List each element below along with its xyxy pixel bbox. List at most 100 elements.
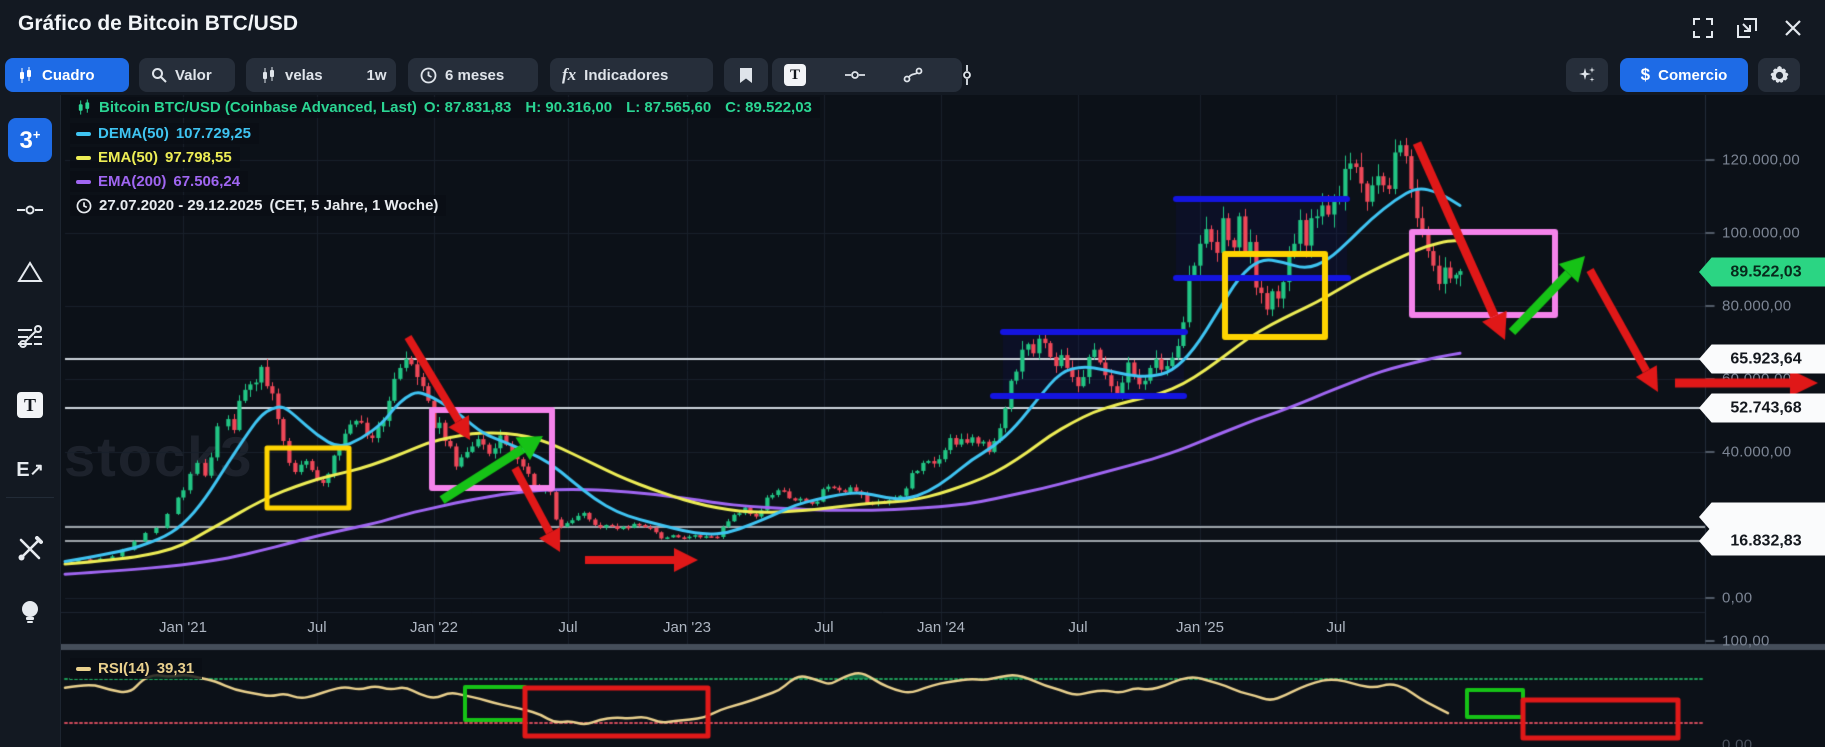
ema50-label: EMA(50) xyxy=(98,149,159,166)
candlestick-icon xyxy=(17,66,34,84)
sidebar-item-fibonacci-tool[interactable] xyxy=(8,315,52,359)
restore-down-icon[interactable] xyxy=(1734,15,1760,41)
timeframe-label: 1w xyxy=(366,66,387,84)
low-value: L: 87.565,60 xyxy=(626,99,712,116)
valor-label: Valor xyxy=(175,66,212,84)
symbol-name: Bitcoin BTC/USD (Coinbase Advanced, Last… xyxy=(99,99,417,116)
candlestick-icon xyxy=(76,99,92,116)
candlestick-icon xyxy=(260,66,277,84)
horizontal-line-button[interactable] xyxy=(834,58,876,92)
drawing-tools-group: T xyxy=(772,58,971,92)
chart-type-group: velas 1w xyxy=(246,58,396,92)
velas-label: velas xyxy=(285,66,323,84)
rsi-value: 39,31 xyxy=(156,660,195,677)
price-axis-label: 80.000,00 xyxy=(1722,297,1792,315)
fx-icon: fx xyxy=(562,65,577,84)
time-range-button[interactable]: 6 meses xyxy=(408,58,538,92)
sidebar-item-text-tool[interactable]: T xyxy=(8,383,52,427)
elliott-wave-icon: E ↗ xyxy=(16,458,44,481)
text-annotation-button[interactable]: T xyxy=(772,58,818,92)
dollar-icon: $ xyxy=(1640,65,1651,84)
ema50-swatch xyxy=(76,155,91,160)
bookmark-icon xyxy=(739,67,753,84)
ema200-legend[interactable]: EMA(200) 67.506,24 xyxy=(70,171,249,192)
chart-type-button[interactable]: velas xyxy=(246,58,337,92)
dema-value: 107.729,25 xyxy=(175,125,251,142)
curve-tool-button[interactable] xyxy=(892,58,934,92)
drawing-sidebar: 3+ xyxy=(0,95,61,747)
bookmark-button[interactable] xyxy=(724,58,768,92)
sidebar-item-tools-settings[interactable] xyxy=(8,527,52,571)
triangle-icon xyxy=(17,261,43,283)
range-label: 6 meses xyxy=(445,66,505,84)
rsi-label: RSI(14) xyxy=(98,660,150,677)
top-bar: Gráfico de Bitcoin BTC/USD Cu xyxy=(0,0,1825,95)
page-title: Gráfico de Bitcoin BTC/USD xyxy=(18,12,299,35)
date-range-legend: 27.07.2020 - 29.12.2025 (CET, 5 Jahre, 1… xyxy=(70,195,447,216)
sidebar-item-triangle-tool[interactable] xyxy=(8,250,52,294)
date-range-detail: (CET, 5 Jahre, 1 Woche) xyxy=(269,197,439,214)
price-axis-label: 120.000,00 xyxy=(1722,151,1801,169)
curve-icon xyxy=(903,66,923,84)
fullscreen-icon[interactable] xyxy=(1690,15,1716,41)
indicators-label: Indicadores xyxy=(584,66,669,84)
dema-label: DEMA(50) xyxy=(98,125,169,142)
close-value: C: 89.522,03 xyxy=(725,99,812,116)
open-value: O: 87.831,83 xyxy=(423,99,512,116)
price-level-badge: 65.923,64 xyxy=(1699,344,1825,374)
ema200-swatch xyxy=(76,179,91,184)
price-axis-label: 0,00 xyxy=(1722,589,1753,607)
trade-button[interactable]: $ Comercio xyxy=(1620,58,1748,92)
price-axis-label: 100,00 xyxy=(1722,632,1770,650)
time-axis-label: Jul xyxy=(558,619,578,636)
time-axis-label: Jan '21 xyxy=(159,619,207,636)
symbol-legend[interactable]: Bitcoin BTC/USD (Coinbase Advanced, Last… xyxy=(70,97,820,118)
high-value: H: 90.316,00 xyxy=(525,99,613,116)
sidebar-item-horizontal-line-tool[interactable] xyxy=(8,188,52,232)
search-icon xyxy=(151,67,167,83)
ema200-label: EMA(200) xyxy=(98,173,167,190)
time-axis-label: Jul xyxy=(1068,619,1088,636)
ema50-value: 97.798,55 xyxy=(165,149,232,166)
time-axis-label: Jan '25 xyxy=(1176,619,1224,636)
settings-button[interactable] xyxy=(1758,58,1800,92)
text-box-icon: T xyxy=(17,392,43,418)
divider xyxy=(6,497,54,498)
time-axis-label: Jan '22 xyxy=(410,619,458,636)
time-axis-label: Jul xyxy=(814,619,834,636)
gear-icon xyxy=(1770,65,1789,85)
sidebar-item-elliott-wave-tool[interactable]: E ↗ xyxy=(8,448,52,492)
symbol-search-button[interactable]: Valor xyxy=(139,58,235,92)
trade-label: Comercio xyxy=(1658,66,1728,84)
dema-legend[interactable]: DEMA(50) 107.729,25 xyxy=(70,123,259,144)
date-range-text: 27.07.2020 - 29.12.2025 xyxy=(99,197,263,214)
sidebar-item-idea-bulb[interactable] xyxy=(8,590,52,634)
vertical-line-button[interactable] xyxy=(950,58,984,92)
rsi-legend[interactable]: RSI(14) 39,31 xyxy=(70,658,203,679)
time-axis-label: Jan '24 xyxy=(917,619,965,636)
sidebar-item-stock3-logo[interactable]: 3+ xyxy=(8,118,52,162)
stock3-logo-icon: 3+ xyxy=(19,126,41,154)
price-level-badge: 16.832,83 xyxy=(1699,526,1825,556)
ema200-value: 67.506,24 xyxy=(173,173,241,190)
close-icon[interactable] xyxy=(1780,15,1806,41)
text-box-icon: T xyxy=(784,64,806,86)
fibonacci-icon xyxy=(17,325,43,349)
magic-sparkles-button[interactable] xyxy=(1566,58,1608,92)
horizontal-line-icon xyxy=(845,69,865,81)
price-axis-label: 40.000,00 xyxy=(1722,443,1792,461)
current-price-badge: 89.522,03 xyxy=(1699,257,1825,287)
sparkles-icon xyxy=(1577,65,1597,85)
timeframe-button[interactable]: 1w xyxy=(353,58,401,92)
price-axis-label: 100.000,00 xyxy=(1722,224,1801,242)
price-level-badge: 52.743,68 xyxy=(1699,393,1825,423)
cuadro-button[interactable]: Cuadro xyxy=(5,58,129,92)
indicators-button[interactable]: fx Indicadores xyxy=(550,58,713,92)
wrench-screwdriver-icon xyxy=(17,536,43,562)
dema-swatch xyxy=(76,131,91,136)
rsi-swatch xyxy=(76,666,91,671)
ema50-legend[interactable]: EMA(50) 97.798,55 xyxy=(70,147,240,168)
clock-icon xyxy=(420,67,437,84)
